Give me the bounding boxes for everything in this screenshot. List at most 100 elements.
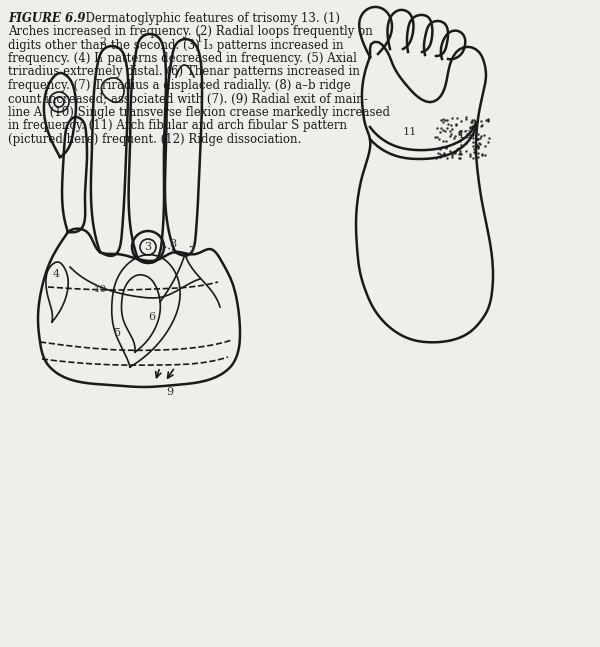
Point bbox=[470, 121, 479, 131]
Point bbox=[456, 140, 466, 150]
Point bbox=[454, 149, 464, 160]
Point bbox=[484, 116, 493, 127]
Point bbox=[439, 125, 448, 135]
Point bbox=[465, 149, 475, 160]
Point bbox=[461, 132, 471, 142]
Text: 10: 10 bbox=[94, 285, 107, 294]
Point bbox=[436, 127, 445, 138]
Text: 1: 1 bbox=[196, 34, 203, 44]
Text: 3: 3 bbox=[145, 242, 152, 252]
Point bbox=[473, 142, 482, 152]
Point bbox=[478, 120, 487, 131]
Point bbox=[452, 113, 462, 124]
Point bbox=[431, 132, 440, 142]
Point bbox=[445, 126, 454, 137]
Point bbox=[479, 130, 489, 140]
Polygon shape bbox=[356, 42, 493, 342]
Point bbox=[476, 115, 485, 126]
Polygon shape bbox=[91, 46, 128, 256]
Point bbox=[448, 152, 457, 162]
Point bbox=[467, 116, 476, 127]
Polygon shape bbox=[165, 39, 202, 256]
Point bbox=[465, 122, 475, 132]
Point bbox=[476, 131, 485, 141]
Point bbox=[473, 129, 482, 140]
Text: 7: 7 bbox=[188, 246, 196, 256]
Point bbox=[451, 131, 460, 141]
Point bbox=[442, 137, 451, 147]
Text: digits other than the second. (3) I₃ patterns increased in: digits other than the second. (3) I₃ pat… bbox=[8, 39, 343, 52]
Text: (pictured here) frequent. (12) Ridge dissociation.: (pictured here) frequent. (12) Ridge dis… bbox=[8, 133, 301, 146]
Text: 2: 2 bbox=[100, 37, 107, 47]
Point bbox=[481, 115, 491, 126]
Point bbox=[475, 133, 485, 143]
Point bbox=[451, 147, 460, 157]
Point bbox=[447, 113, 457, 124]
Point bbox=[469, 137, 478, 147]
Point bbox=[467, 115, 476, 125]
Text: FIGURE 6.9: FIGURE 6.9 bbox=[8, 12, 85, 25]
Point bbox=[451, 120, 461, 131]
Point bbox=[436, 122, 446, 133]
Text: Arches increased in frequency. (2) Radial loops frequently on: Arches increased in frequency. (2) Radia… bbox=[8, 25, 373, 38]
Polygon shape bbox=[359, 7, 392, 57]
Point bbox=[473, 152, 483, 162]
Point bbox=[472, 133, 481, 144]
Point bbox=[440, 126, 450, 136]
Point bbox=[435, 149, 445, 159]
Point bbox=[480, 149, 490, 160]
Point bbox=[475, 139, 485, 149]
Point bbox=[446, 120, 455, 130]
Point bbox=[467, 121, 476, 131]
Point bbox=[469, 144, 478, 155]
Point bbox=[462, 129, 472, 139]
Text: line A. (10) Single transverse flexion crease markedly increased: line A. (10) Single transverse flexion c… bbox=[8, 106, 390, 119]
Point bbox=[480, 141, 490, 151]
Text: Dermatoglyphic features of trisomy 13. (1): Dermatoglyphic features of trisomy 13. (… bbox=[78, 12, 340, 25]
Point bbox=[461, 112, 471, 122]
Polygon shape bbox=[62, 117, 87, 232]
Point bbox=[452, 144, 462, 154]
Point bbox=[440, 115, 449, 125]
Point bbox=[455, 126, 465, 136]
Point bbox=[466, 129, 475, 140]
Point bbox=[441, 142, 451, 153]
Text: 9: 9 bbox=[166, 387, 173, 397]
Text: 6: 6 bbox=[148, 312, 155, 322]
Point bbox=[484, 114, 493, 124]
Point bbox=[443, 119, 452, 129]
Point bbox=[465, 150, 475, 160]
Point bbox=[443, 124, 452, 134]
Point bbox=[468, 140, 478, 151]
Point bbox=[473, 148, 483, 158]
Point bbox=[465, 123, 475, 133]
Point bbox=[484, 115, 493, 125]
Polygon shape bbox=[38, 228, 240, 387]
Text: count increased; associated with (7). (9) Radial exit of main-: count increased; associated with (7). (9… bbox=[8, 93, 368, 105]
Point bbox=[470, 148, 479, 159]
Point bbox=[454, 153, 464, 164]
Polygon shape bbox=[388, 10, 413, 49]
Point bbox=[446, 129, 456, 139]
Point bbox=[476, 121, 485, 131]
Point bbox=[471, 119, 481, 129]
Point bbox=[447, 150, 457, 160]
Point bbox=[455, 129, 464, 140]
Point bbox=[454, 143, 464, 153]
Point bbox=[455, 148, 465, 159]
Point bbox=[446, 146, 455, 157]
Text: 12: 12 bbox=[458, 130, 472, 140]
Point bbox=[439, 135, 448, 146]
Point bbox=[461, 126, 470, 137]
Point bbox=[432, 122, 442, 133]
Point bbox=[441, 142, 451, 152]
Polygon shape bbox=[128, 34, 166, 263]
Point bbox=[455, 129, 464, 139]
Point bbox=[455, 136, 465, 146]
Polygon shape bbox=[424, 21, 448, 56]
Point bbox=[436, 152, 445, 162]
Text: in frequency. (11) Arch fibular and arch fibular S pattern: in frequency. (11) Arch fibular and arch… bbox=[8, 120, 347, 133]
Point bbox=[435, 144, 445, 155]
Polygon shape bbox=[441, 30, 465, 60]
Text: frequency. (7) Triradius a displaced radially. (8) a–b ridge: frequency. (7) Triradius a displaced rad… bbox=[8, 79, 351, 92]
